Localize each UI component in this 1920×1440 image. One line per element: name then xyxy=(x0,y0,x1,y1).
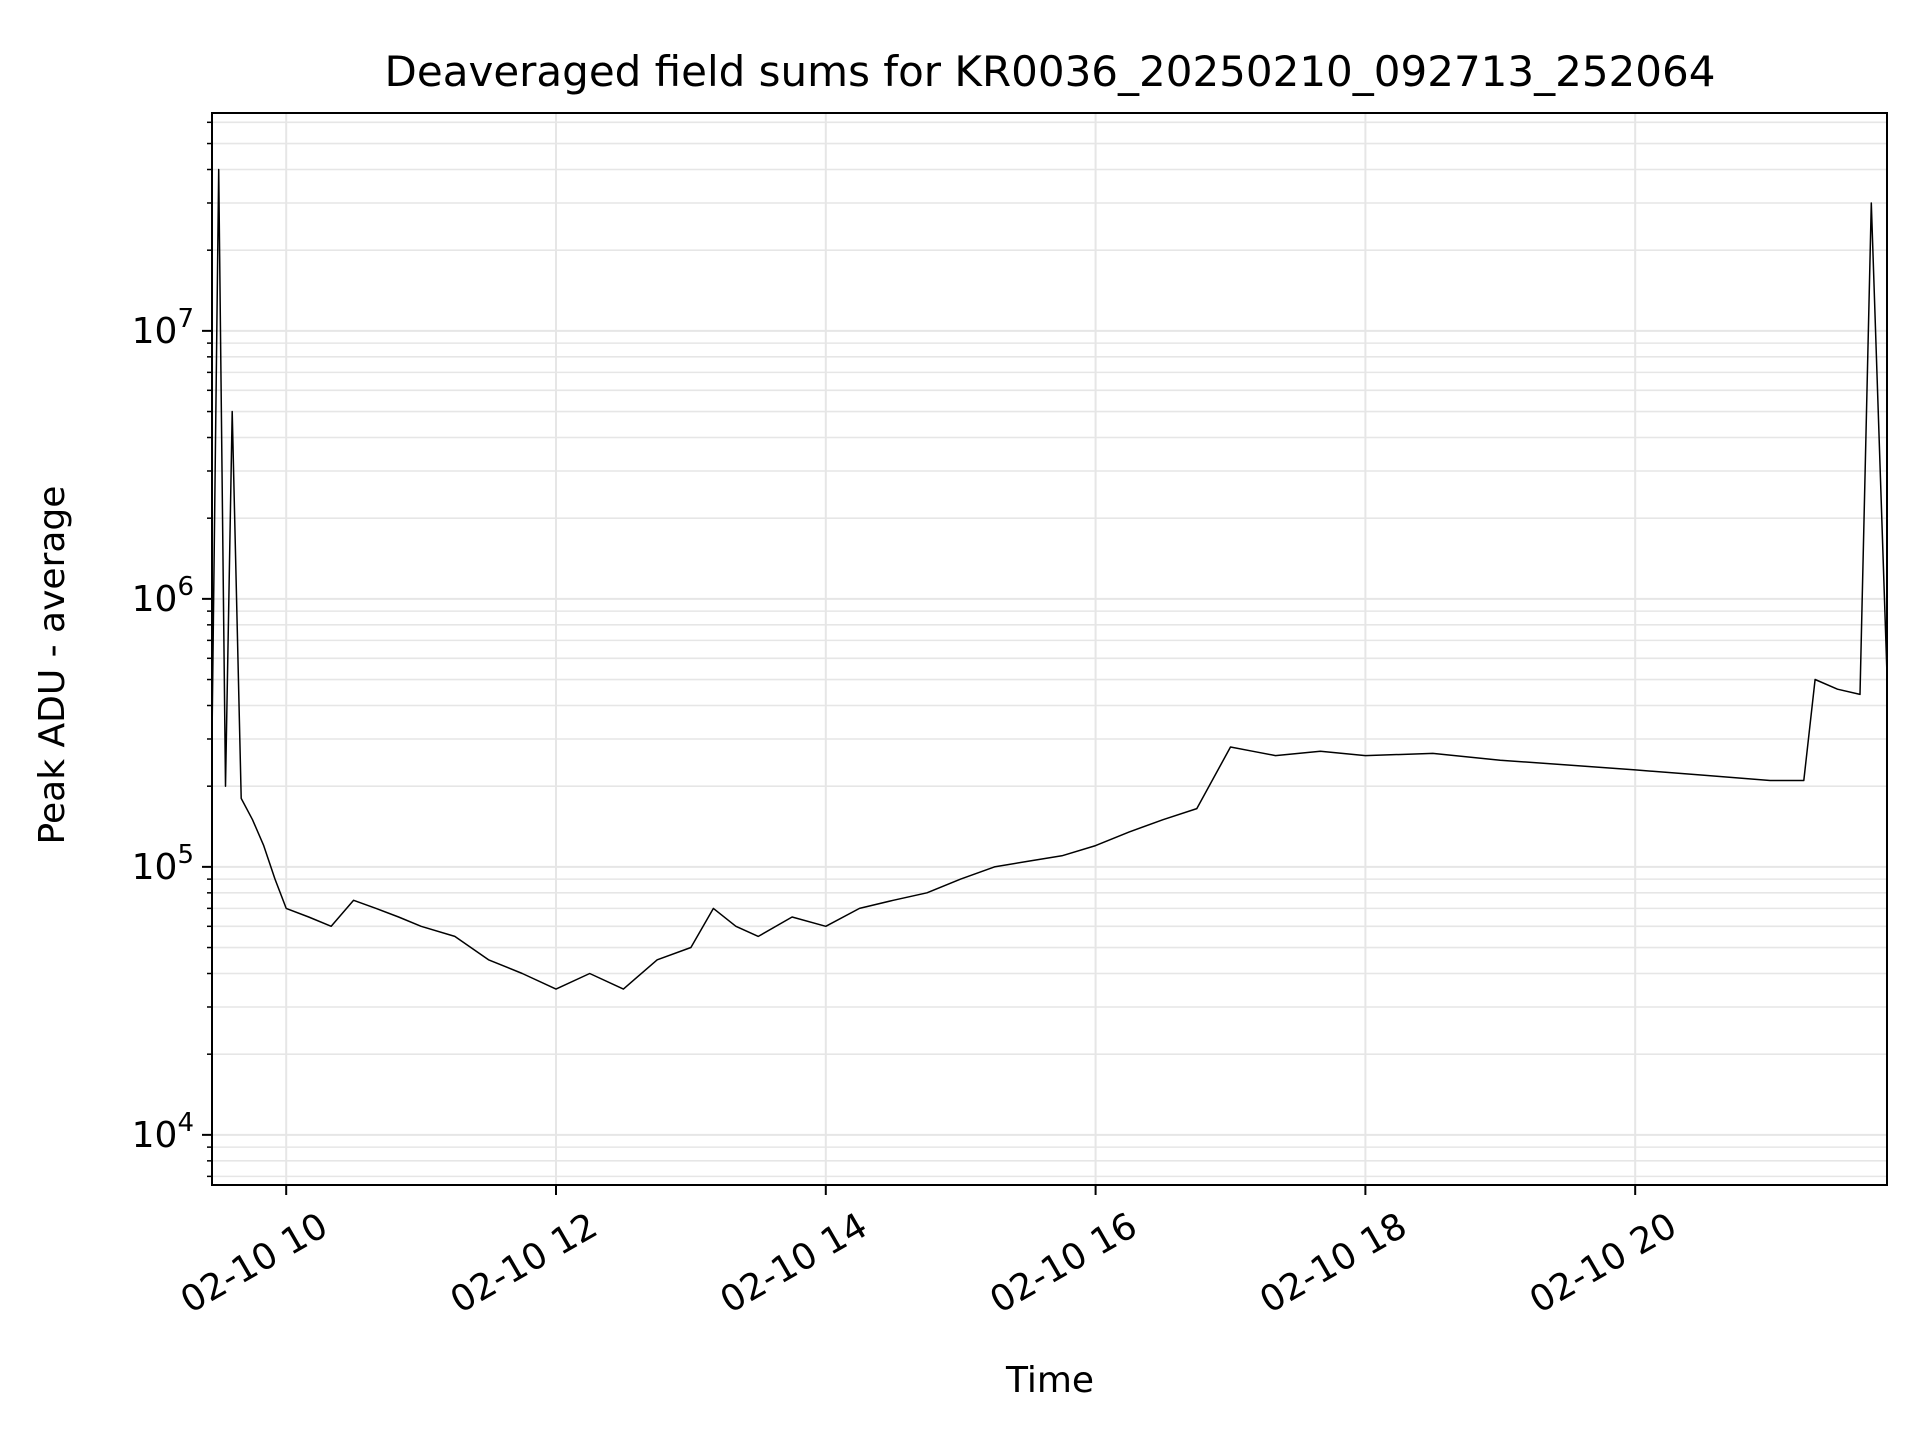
series-line xyxy=(211,168,1888,990)
y-tick-label: 104 xyxy=(132,1108,194,1156)
y-axis-label: Peak ADU - average xyxy=(32,486,73,845)
y-tick-exponent: 4 xyxy=(177,1108,194,1138)
plot-frame xyxy=(211,112,1888,1186)
y-tick-exponent: 7 xyxy=(177,304,194,334)
chart-title: Deaveraged field sums for KR0036_2025021… xyxy=(385,47,1716,96)
y-tick-label: 107 xyxy=(132,304,194,352)
y-tick-label: 106 xyxy=(132,572,194,620)
y-tick-base: 10 xyxy=(132,311,178,352)
y-tick-exponent: 5 xyxy=(177,840,194,870)
x-axis-label: Time xyxy=(1005,1360,1094,1401)
y-tick-exponent: 6 xyxy=(177,572,194,602)
y-tick-base: 10 xyxy=(132,847,178,888)
series-layer xyxy=(211,168,1888,990)
y-tick-label: 105 xyxy=(132,840,194,888)
y-tick-base: 10 xyxy=(132,579,178,620)
y-tick-base: 10 xyxy=(132,1115,178,1156)
tick-marks xyxy=(202,121,1637,1195)
grid-lines xyxy=(212,113,1887,1185)
